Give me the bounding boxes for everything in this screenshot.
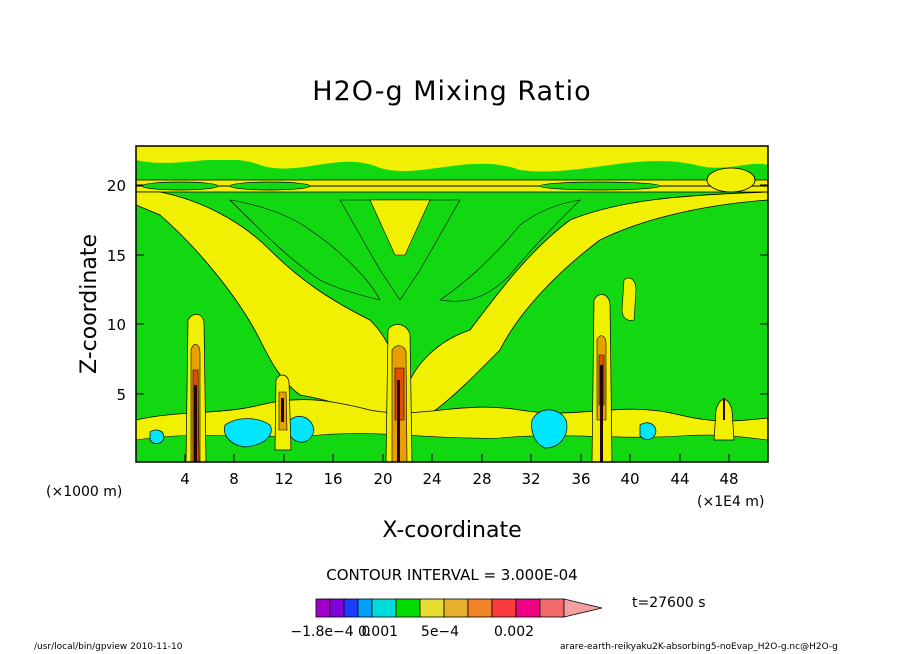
- x-unit-label: (×1E4 m): [697, 494, 764, 510]
- yellow-v-plume: [136, 191, 768, 421]
- band-circle: [706, 167, 756, 193]
- band-green-mid: [229, 181, 311, 191]
- footer-program: /usr/local/bin/gpview 2010-11-10: [34, 642, 183, 652]
- colorbar-label: 0.001: [358, 624, 398, 640]
- cyan-patch-1: [224, 418, 272, 448]
- colorbar-segment: [419, 598, 445, 618]
- x-tick-label: 44: [670, 470, 689, 488]
- tower-2-dark: [281, 398, 284, 422]
- green-inner-right: [439, 199, 581, 302]
- x-axis: [184, 454, 730, 462]
- colorbar-segment: [329, 598, 345, 618]
- colorbar-segment: [315, 598, 331, 618]
- x-tick-label: 32: [521, 470, 540, 488]
- cyan-patch-3: [531, 409, 568, 449]
- time-label: t=27600 s: [632, 595, 706, 611]
- tower-1-dark: [194, 385, 197, 462]
- side-blob: [621, 277, 637, 321]
- contour-fills: [136, 146, 768, 462]
- x-tick-label: 24: [422, 470, 441, 488]
- colorbar-segment: [357, 598, 373, 618]
- colorbar-segment: [443, 598, 469, 618]
- tower-4-dark: [600, 365, 603, 462]
- yellow-center-fan: [369, 199, 431, 256]
- y-tick-label: 10: [107, 316, 126, 334]
- band-green-left: [141, 181, 219, 191]
- band-green-right: [539, 181, 661, 191]
- x-tick-label: 8: [229, 470, 239, 488]
- colorbar-segment: [395, 598, 421, 618]
- colorbar-segment: [343, 598, 359, 618]
- colorbar-segment: [515, 598, 541, 618]
- colorbar-segment: [491, 598, 517, 618]
- cyan-patch-5: [149, 429, 165, 444]
- colorbar-label: 0.002: [494, 624, 534, 640]
- green-inner-left: [229, 199, 381, 301]
- contour-interval-label: CONTOUR INTERVAL = 3.000E-04: [326, 566, 578, 584]
- colorbar-label: −1.8e−4: [290, 624, 353, 640]
- colorbar-arrow: [563, 598, 603, 618]
- colorbar-label: 5e−4: [421, 624, 459, 640]
- y-axis-title: Z-coordinate: [77, 234, 102, 374]
- colorbar: [315, 598, 603, 618]
- upper-wavy-band: [136, 146, 768, 172]
- tower-5-dark: [723, 398, 725, 420]
- x-tick-label: 12: [274, 470, 293, 488]
- x-tick-label: 28: [472, 470, 491, 488]
- x-tick-label: 36: [571, 470, 590, 488]
- y-tick-label: 5: [116, 386, 126, 404]
- colorbar-label: 0: [362, 624, 371, 640]
- colorbar-segment: [371, 598, 397, 618]
- x-tick-label: 4: [180, 470, 190, 488]
- tower-3-dark: [397, 380, 400, 462]
- y-tick-label: 15: [107, 247, 126, 265]
- chart-title: H2O-g Mixing Ratio: [312, 76, 592, 107]
- y-unit-label: (×1000 m): [46, 484, 122, 500]
- y-tick-label: 20: [107, 177, 126, 195]
- colorbar-segment: [539, 598, 565, 618]
- x-tick-label: 48: [719, 470, 738, 488]
- footer-file: arare-earth-reikyaku2K-absorbing5-noEvap…: [560, 642, 838, 652]
- x-tick-label: 40: [620, 470, 639, 488]
- colorbar-segment: [467, 598, 493, 618]
- y-axis: [136, 184, 768, 395]
- x-axis-title: X-coordinate: [382, 518, 521, 543]
- x-tick-label: 20: [373, 470, 392, 488]
- cyan-patch-4: [639, 422, 657, 440]
- plot-frame: [135, 145, 769, 463]
- x-tick-label: 16: [323, 470, 342, 488]
